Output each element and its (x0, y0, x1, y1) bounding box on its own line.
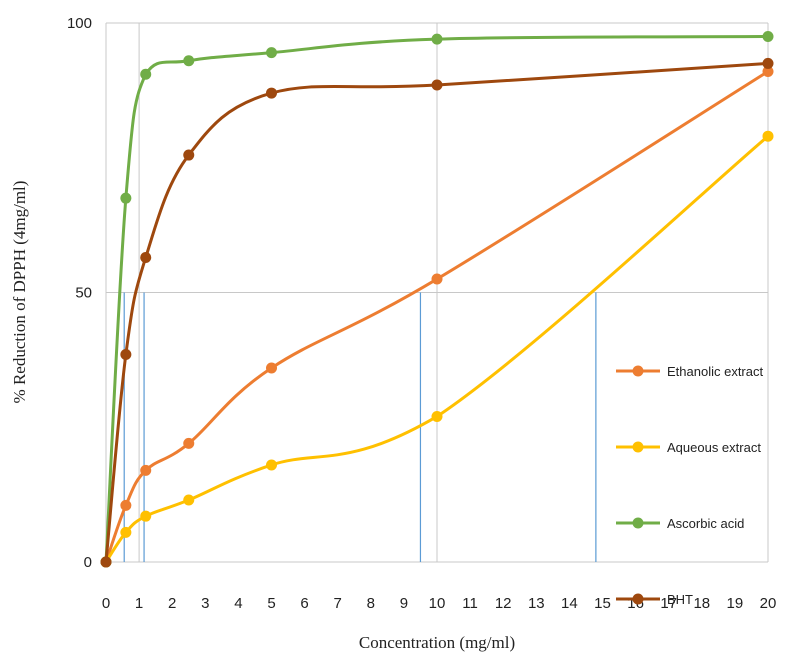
x-tick-label: 11 (462, 595, 478, 612)
x-axis-title: Concentration (mg/ml) (359, 633, 515, 652)
data-point-ascorbic-acid (183, 55, 195, 67)
x-tick-label: 12 (495, 595, 512, 612)
data-point-aqueous-extract (762, 130, 774, 142)
data-point-ethanolic-extract (120, 499, 132, 511)
y-tick-label: 0 (84, 554, 92, 571)
data-point-aqueous-extract (266, 459, 277, 471)
data-point-ascorbic-acid (431, 33, 443, 45)
data-point-ascorbic-acid (140, 68, 152, 80)
x-tick-label: 18 (693, 595, 710, 612)
data-point-bht (762, 57, 774, 69)
data-point-ascorbic-acid (120, 192, 132, 204)
series-line-aqueous-extract (104, 135, 769, 563)
x-tick-label: 0 (102, 595, 110, 612)
data-point-ethanolic-extract (762, 66, 774, 78)
legend-swatch-marker-ascorbic-acid (632, 517, 644, 529)
y-tick-label: 100 (67, 15, 92, 32)
series-group (100, 30, 774, 568)
series-line-bht (104, 61, 769, 563)
data-point-ethanolic-extract (431, 273, 443, 285)
x-axis-ticks: 01234567891011121314151617181920 (102, 595, 777, 612)
legend-label-ethanolic-extract: Ethanolic extract (667, 364, 763, 379)
y-tick-label: 50 (75, 285, 92, 302)
data-point-ethanolic-extract (140, 464, 152, 476)
x-tick-label: 1 (135, 595, 143, 612)
data-point-aqueous-extract (120, 526, 132, 538)
data-point-bht (140, 251, 152, 263)
x-tick-label: 7 (334, 595, 342, 612)
y-axis-ticks: 0 50 100 (67, 15, 92, 571)
x-tick-label: 5 (267, 595, 275, 612)
x-tick-label: 14 (561, 595, 578, 612)
data-point-bht (100, 556, 112, 568)
y-axis-title: % Reduction of DPPH (4mg/ml) (10, 181, 29, 404)
data-point-aqueous-extract (431, 410, 443, 422)
data-point-bht (431, 79, 443, 91)
x-tick-label: 4 (234, 595, 242, 612)
x-tick-label: 9 (400, 595, 408, 612)
legend: Ethanolic extract Aqueous extract Ascorbic… (616, 364, 763, 607)
x-tick-label: 17 (660, 595, 677, 612)
data-point-ethanolic-extract (183, 437, 195, 449)
x-tick-label: 6 (300, 595, 308, 612)
legend-label-ascorbic-acid: Ascorbic acid (667, 516, 744, 531)
data-point-ascorbic-acid (266, 47, 277, 59)
data-point-bht (183, 149, 195, 161)
data-point-ethanolic-extract (266, 362, 277, 374)
ic50-drop-lines (123, 292, 597, 562)
data-point-bht (120, 348, 132, 360)
x-tick-label: 13 (528, 595, 545, 612)
data-point-aqueous-extract (140, 510, 152, 522)
data-point-bht (266, 87, 277, 99)
series-line-ethanolic-extract (104, 70, 769, 563)
grid (105, 22, 769, 563)
legend-swatch-marker-aqueous-extract (632, 441, 644, 453)
data-point-ascorbic-acid (762, 30, 774, 42)
x-tick-label: 2 (168, 595, 176, 612)
x-tick-label: 8 (367, 595, 375, 612)
x-tick-label: 20 (760, 595, 777, 612)
legend-label-aqueous-extract: Aqueous extract (667, 440, 761, 455)
legend-label-bht: BHT (667, 592, 693, 607)
x-tick-label: 3 (201, 595, 209, 612)
x-tick-label: 19 (727, 595, 744, 612)
x-tick-label: 15 (594, 595, 611, 612)
data-point-aqueous-extract (183, 494, 195, 506)
legend-swatch-marker-ethanolic-extract (632, 365, 644, 377)
legend-swatch-marker-bht (632, 593, 644, 605)
x-tick-label: 10 (429, 595, 446, 612)
